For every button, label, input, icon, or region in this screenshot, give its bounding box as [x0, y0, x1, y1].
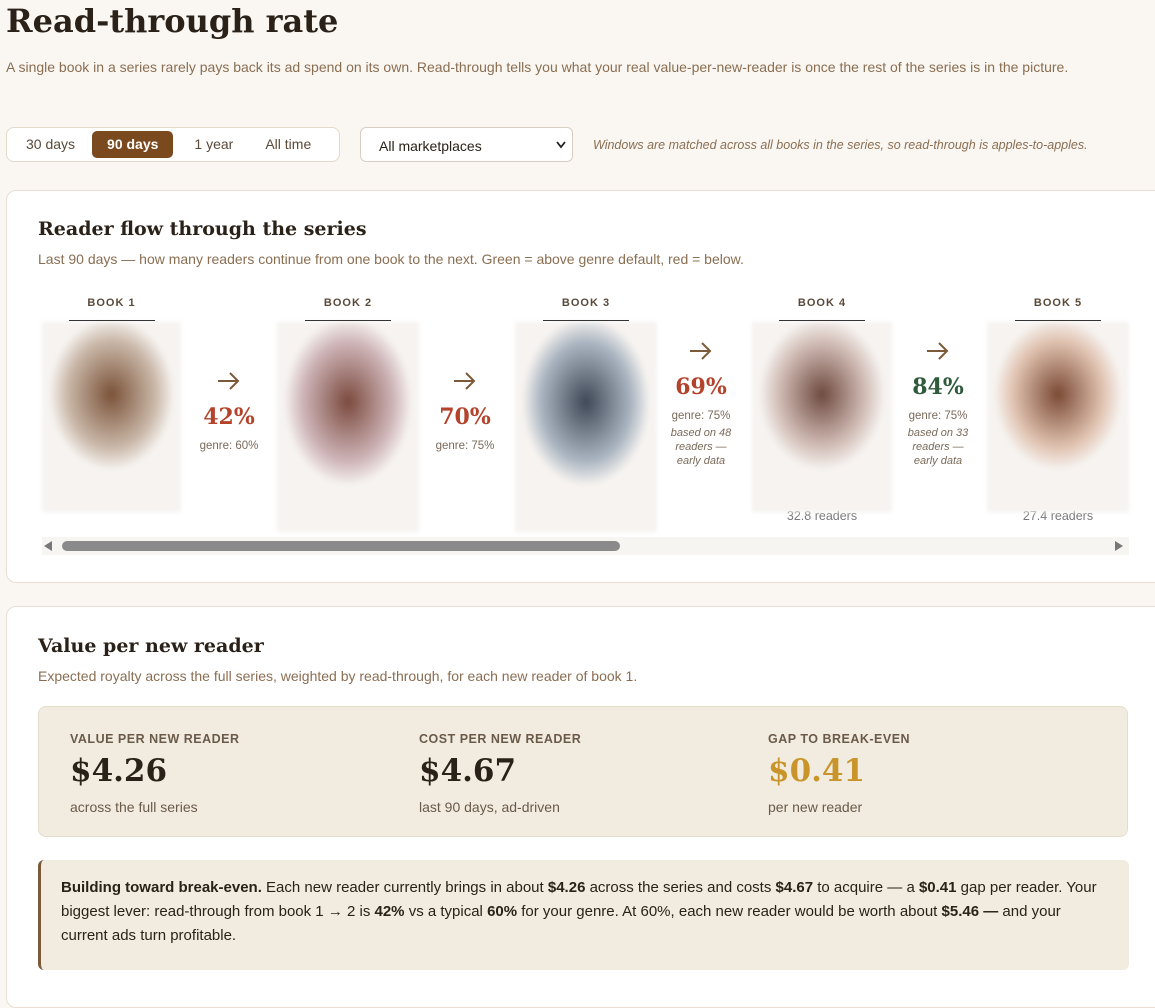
callout-text: vs a typical	[404, 903, 488, 920]
callout-text: to acquire — a	[813, 879, 919, 896]
book-edge	[68, 320, 155, 321]
book-readers: 32.8 readers	[786, 509, 858, 523]
stat-value: $4.67	[419, 753, 517, 789]
callout-bold: $5.46 —	[941, 903, 999, 920]
flow-note: based on 48 readers — early data	[670, 427, 732, 467]
page-title: Read-through rate	[6, 2, 339, 40]
scrollbar[interactable]	[42, 537, 1129, 555]
flow-subtitle: Last 90 days — how many readers continue…	[38, 251, 744, 267]
page-subtitle: A single book in a series rarely pays ba…	[6, 59, 1069, 75]
flow-rate: 84%	[912, 374, 964, 400]
page: Read-through rate A single book in a ser…	[6, 2, 1155, 1008]
scroll-left[interactable]	[44, 541, 54, 551]
stat-label: VALUE PER NEW READER	[70, 732, 240, 746]
range-button[interactable]: 1 year	[194, 136, 234, 152]
flow-title: Reader flow through the series	[38, 218, 367, 240]
book-cover	[515, 322, 657, 532]
flow-genre: genre: 75%	[435, 440, 495, 452]
callout-bold: 60%	[487, 903, 518, 920]
book-cover	[277, 322, 419, 532]
flow-rate: 69%	[675, 374, 727, 400]
book-label: BOOK 1	[87, 297, 136, 309]
book-label: BOOK 5	[1033, 297, 1083, 309]
scroll-thumb[interactable]	[62, 541, 620, 551]
flow-arrow	[454, 372, 476, 390]
book-edge	[779, 320, 865, 321]
callout-text: for your genre. At 60%, each new reader …	[517, 903, 942, 920]
value-title: Value per new reader	[38, 635, 264, 657]
stat-note: across the full series	[70, 799, 198, 815]
book-cover	[42, 322, 181, 512]
range-button[interactable]: 90 days	[92, 131, 174, 158]
flow-arrow	[927, 342, 949, 360]
marketplace-select[interactable]: All marketplaces	[360, 127, 573, 162]
callout-text: and your current ads turn profitable.	[61, 903, 1065, 944]
book-label: BOOK 2	[323, 297, 373, 309]
range-group: 30 days 90 days 1 year All time	[6, 127, 340, 162]
flow-note: based on 33 readers — early data	[907, 427, 969, 467]
callout-text: gap per reader. Your biggest lever: read…	[61, 879, 1101, 920]
chevron	[556, 141, 566, 149]
flow-arrow	[218, 372, 240, 390]
book-label: BOOK 4	[797, 297, 847, 309]
marketplace-value: All marketplaces	[379, 138, 482, 154]
stat-value: $0.41	[768, 753, 866, 789]
scroll-right[interactable]	[1114, 541, 1124, 551]
callout-bold: $4.67	[775, 879, 814, 896]
callout-text: across the series and costs	[585, 879, 776, 896]
book-label: BOOK 3	[561, 297, 611, 309]
book-edge	[1015, 320, 1101, 321]
book-edge	[305, 320, 391, 321]
book-cover	[752, 322, 892, 512]
callout-bold: Building toward break-even.	[61, 879, 262, 896]
callout-bold: $4.26	[547, 879, 586, 896]
stat-label: COST PER NEW READER	[419, 732, 582, 746]
stat-note: per new reader	[768, 799, 863, 815]
range-button[interactable]: All time	[265, 136, 312, 152]
callout-text: Each new reader currently brings in abou…	[261, 879, 548, 896]
book-readers: 27.4 readers	[1022, 509, 1094, 523]
book-cover	[987, 322, 1129, 512]
stat-label: GAP TO BREAK-EVEN	[768, 732, 911, 746]
callout-bold: $0.41	[918, 879, 957, 896]
range-button[interactable]: 30 days	[26, 136, 76, 152]
book-edge	[543, 320, 629, 321]
callout: Building toward break-even. Each new rea…	[38, 860, 1129, 970]
stat-value: $4.26	[70, 753, 168, 789]
flow-genre: genre: 75%	[908, 410, 968, 422]
flow-arrow	[690, 342, 712, 360]
stat-note: last 90 days, ad-driven	[419, 799, 560, 815]
value-subtitle: Expected royalty across the full series,…	[38, 668, 638, 684]
stats-box: VALUE PER NEW READER $4.26 across the full…	[38, 706, 1128, 837]
flow-genre: genre: 75%	[671, 410, 731, 422]
flow-rate: 42%	[203, 404, 255, 430]
flow-rate: 70%	[439, 404, 491, 430]
flow-genre: genre: 60%	[199, 440, 259, 452]
controls-note: Windows are matched across all books in …	[593, 138, 1088, 152]
callout-bold: 42%	[374, 903, 405, 920]
